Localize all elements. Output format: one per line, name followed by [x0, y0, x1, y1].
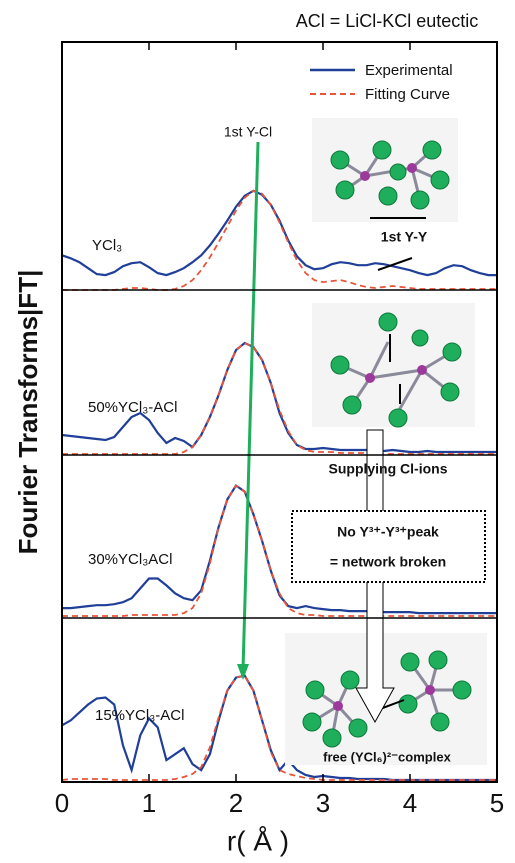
plot-frame	[61, 41, 498, 783]
legend-label: Experimental	[365, 62, 453, 79]
annotation: 1st Y-Y	[381, 229, 428, 245]
experimental-line	[62, 484, 497, 615]
pointer-arrow	[377, 257, 413, 271]
peak-arrow-head	[237, 664, 249, 680]
molecule-image	[312, 303, 475, 428]
x-axis-label: r( Å )	[227, 825, 289, 856]
annotation: Supplying Cl-ions	[329, 461, 448, 477]
fit-line	[61, 674, 497, 781]
legend-label: Fitting Curve	[365, 86, 450, 103]
panel-label: 50%YCl₃-ACl	[88, 399, 177, 416]
y-axis-label: Fourier Transforms|FT|	[13, 270, 43, 555]
x-tick-label: 0	[55, 788, 69, 818]
fit-line	[62, 484, 497, 617]
annotation: No Y³⁺-Y³⁺peak	[337, 524, 439, 540]
x-tick-label: 4	[403, 788, 417, 818]
panel-label: 15%YCl₃-ACl	[95, 707, 184, 724]
note-box	[291, 510, 486, 583]
annotation: free (YCl₆)²⁻complex	[323, 749, 451, 764]
molecule-image	[312, 118, 458, 222]
x-tick-label: 3	[316, 788, 330, 818]
x-tick-label: 1	[142, 788, 156, 818]
annotation: = network broken	[330, 554, 446, 570]
fit-line	[62, 341, 497, 455]
panel-label: YCl₃	[92, 237, 122, 254]
peak-arrow	[241, 141, 260, 671]
fit-line	[62, 189, 497, 291]
experimental-line	[61, 341, 497, 454]
annotation: 1st Y-Cl	[224, 124, 272, 140]
x-tick-label: 2	[229, 788, 243, 818]
panel-label: 30%YCl₃ACl	[88, 551, 172, 568]
x-tick-label: 5	[490, 788, 504, 818]
chart-title: ACl = LiCl-KCl eutectic	[296, 11, 479, 31]
